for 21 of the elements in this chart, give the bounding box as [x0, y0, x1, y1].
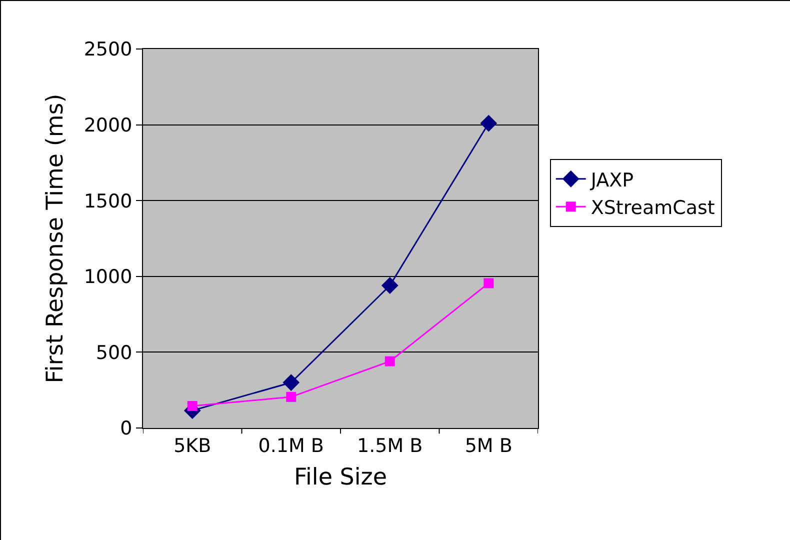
- y-axis-title: First Response Time (ms): [42, 94, 68, 384]
- legend-label: XStreamCast: [590, 196, 715, 219]
- x-tick-label: 0.1M B: [258, 434, 324, 457]
- point: [187, 401, 198, 412]
- point: [381, 277, 398, 294]
- y-tick-label: 0: [120, 418, 132, 440]
- y-tick-label: 2000: [84, 114, 132, 136]
- x-axis-title: File Size: [294, 464, 388, 490]
- x-tick-label: 5KB: [174, 434, 212, 457]
- point: [286, 392, 296, 402]
- legend-label: JAXP: [590, 169, 634, 192]
- point: [384, 356, 395, 366]
- y-tick-label: 2500: [84, 38, 132, 61]
- point: [484, 278, 494, 288]
- x-tick-label: 1.5M B: [357, 434, 423, 457]
- point: [282, 374, 300, 391]
- x-tick-label: 5M B: [464, 434, 512, 457]
- y-tick-label: 1000: [84, 266, 132, 288]
- point: [480, 114, 498, 132]
- y-tick-label: 500: [96, 342, 132, 364]
- y-tick-label: 1500: [84, 190, 132, 212]
